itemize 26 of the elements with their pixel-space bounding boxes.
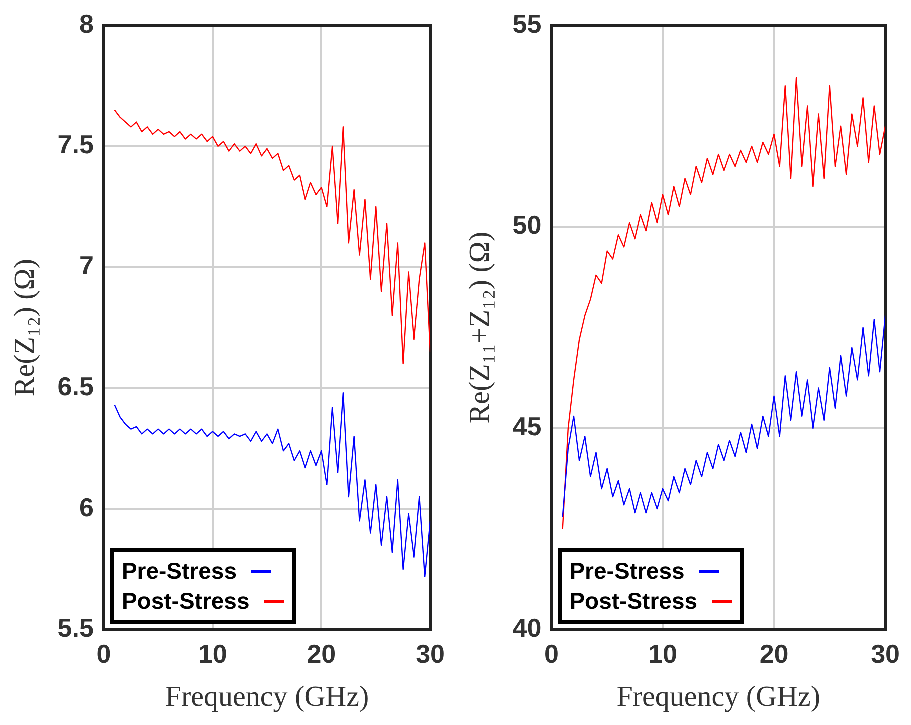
x-tick-label: 0 [544,638,559,669]
legend-label: Post-Stress [570,587,698,616]
legend-label: Post-Stress [122,587,250,616]
y-tick-label: 40 [512,613,542,644]
x-tick-label: 0 [96,638,112,669]
y-tick-label: 8 [79,8,94,39]
x-axis-title: Frequency (GHz) [616,681,820,714]
y-tick-label: 6.5 [58,371,94,402]
y-tick-label: 7 [79,250,94,281]
y-tick-label: 55 [512,8,542,39]
y-axis-title: Re(Z₁₁+Z₁₂) (Ω) [464,232,496,424]
y-tick-label: 5.5 [58,613,94,644]
x-tick-label: 10 [648,638,678,669]
x-tick-label: 30 [416,638,445,669]
y-tick-label: 50 [512,210,542,240]
x-axis-title: Frequency (GHz) [165,681,370,714]
y-tick-label: 6 [79,492,94,522]
x-tick-label: 20 [760,638,789,669]
x-tick-label: 10 [198,638,228,669]
y-axis-title: Re(Z₁₂) (Ω) [9,259,42,397]
x-tick-label: 20 [307,638,336,669]
legend-label: Pre-Stress [122,557,238,586]
y-tick-label: 45 [512,412,542,442]
x-tick-label: 30 [871,638,900,669]
legend-label: Pre-Stress [570,557,685,586]
y-tick-label: 7.5 [58,130,94,160]
